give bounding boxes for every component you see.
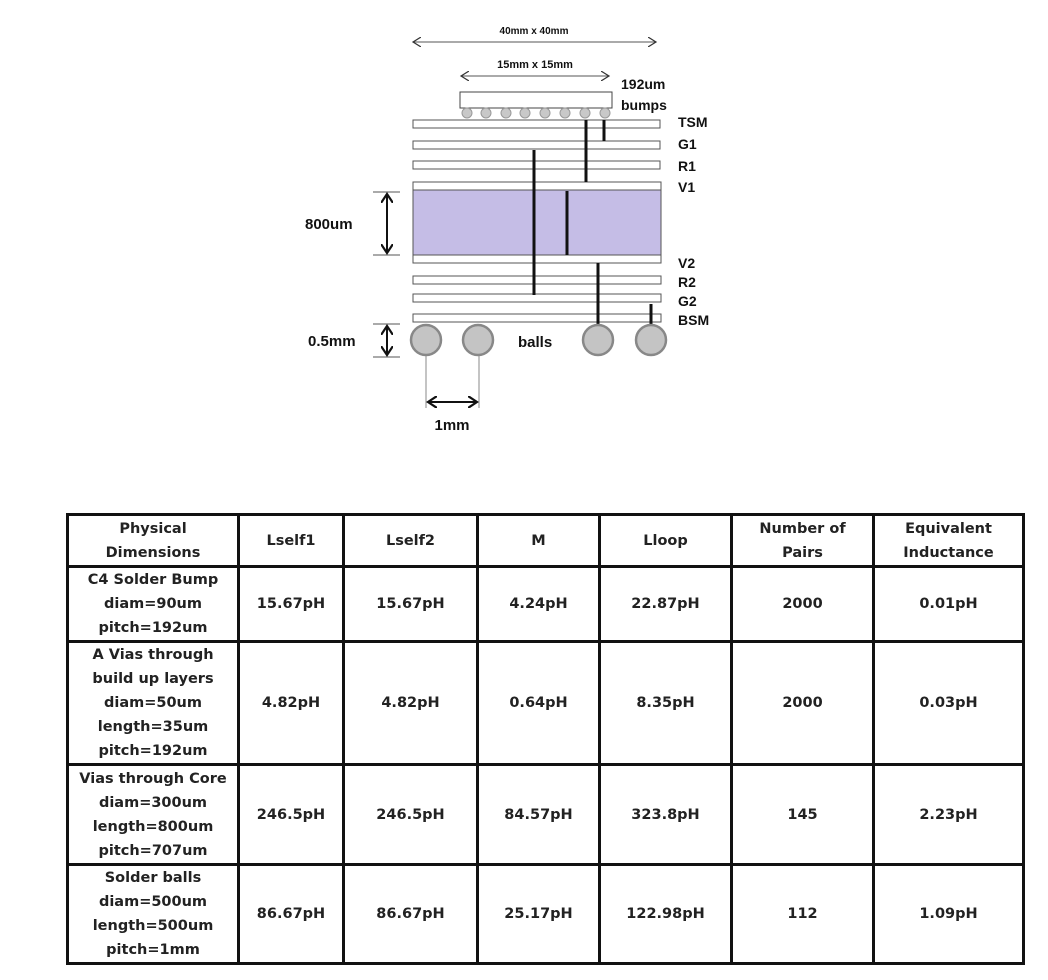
layer-label-g2: G2 [678,293,697,309]
table-row: C4 Solder Bump diam=90um pitch=192um 15.67p… [66,565,1025,643]
package-size-label: 40mm x 40mm [500,26,569,37]
cell-lself1: 15.67pH [237,565,345,643]
table-row: Solder balls diam=500um length=500um pitch=… [66,863,1025,965]
ball-pitch-label: 1mm [434,417,469,434]
cell-lself2: 246.5pH [342,763,479,866]
bumps-label: bumps [621,97,667,113]
layer-label-tsm: TSM [678,114,708,130]
cell-lloop: 22.87pH [598,565,733,643]
cell-physical-dimensions: Solder balls diam=500um length=500um pitch=… [66,863,240,965]
cell-lloop: 323.8pH [598,763,733,866]
cell-pairs: 145 [730,763,875,866]
cell-lself2: 86.67pH [342,863,479,965]
cell-pairs: 2000 [730,640,875,766]
layer-label-bsm: BSM [678,312,709,328]
die-size-label: 15mm x 15mm [497,59,573,71]
cell-lself2: 15.67pH [342,565,479,643]
cell-pairs: 2000 [730,565,875,643]
layer-label-v1: V1 [678,179,695,195]
layer-label-r1: R1 [678,158,696,174]
layer-label-r2: R2 [678,274,696,290]
table-row: Vias through Core diam=300um length=800um p… [66,763,1025,866]
cell-physical-dimensions: C4 Solder Bump diam=90um pitch=192um [66,565,240,643]
bump-pitch-label: 192um [621,76,665,92]
cell-lloop: 8.35pH [598,640,733,766]
cell-m: 4.24pH [476,565,601,643]
core [412,189,662,256]
header-number-of-pairs: Number of Pairs [730,513,875,568]
cell-lself1: 246.5pH [237,763,345,866]
header-lloop: Lloop [598,513,733,568]
die [459,91,613,109]
cell-lself2: 4.82pH [342,640,479,766]
solder-balls [409,323,668,357]
header-lself2: Lself2 [342,513,479,568]
header-physical-dimensions: Physical Dimensions [66,513,240,568]
ball-height-label: 0.5mm [308,333,356,350]
header-m: M [476,513,601,568]
cell-pairs: 112 [730,863,875,965]
header-lself1: Lself1 [237,513,345,568]
cell-m: 25.17pH [476,863,601,965]
build-up-layers [412,119,662,323]
table-header-row: Physical Dimensions Lself1 Lself2 M Lloop… [66,513,1025,568]
core-thickness-label: 800um [305,216,353,233]
header-equivalent-inductance: Equivalent Inductance [872,513,1025,568]
cell-lself1: 86.67pH [237,863,345,965]
table-row: A Vias through build up layers diam=50um le… [66,640,1025,766]
cell-physical-dimensions: Vias through Core diam=300um length=800um p… [66,763,240,866]
cell-physical-dimensions: A Vias through build up layers diam=50um le… [66,640,240,766]
layer-label-v2: V2 [678,255,695,271]
vias [532,120,653,326]
cell-equiv: 1.09pH [872,863,1025,965]
cell-lloop: 122.98pH [598,863,733,965]
cell-lself1: 4.82pH [237,640,345,766]
layer-label-g1: G1 [678,136,697,152]
cell-equiv: 2.23pH [872,763,1025,866]
cell-m: 84.57pH [476,763,601,866]
cell-m: 0.64pH [476,640,601,766]
inductance-table: Physical Dimensions Lself1 Lself2 M Lloop… [66,513,1025,965]
cell-equiv: 0.03pH [872,640,1025,766]
package-cross-section-diagram: 40mm x 40mm 15mm x 15mm 192um bumps TSM … [305,26,709,434]
bumps [461,107,611,119]
balls-label: balls [518,334,552,351]
cell-equiv: 0.01pH [872,565,1025,643]
